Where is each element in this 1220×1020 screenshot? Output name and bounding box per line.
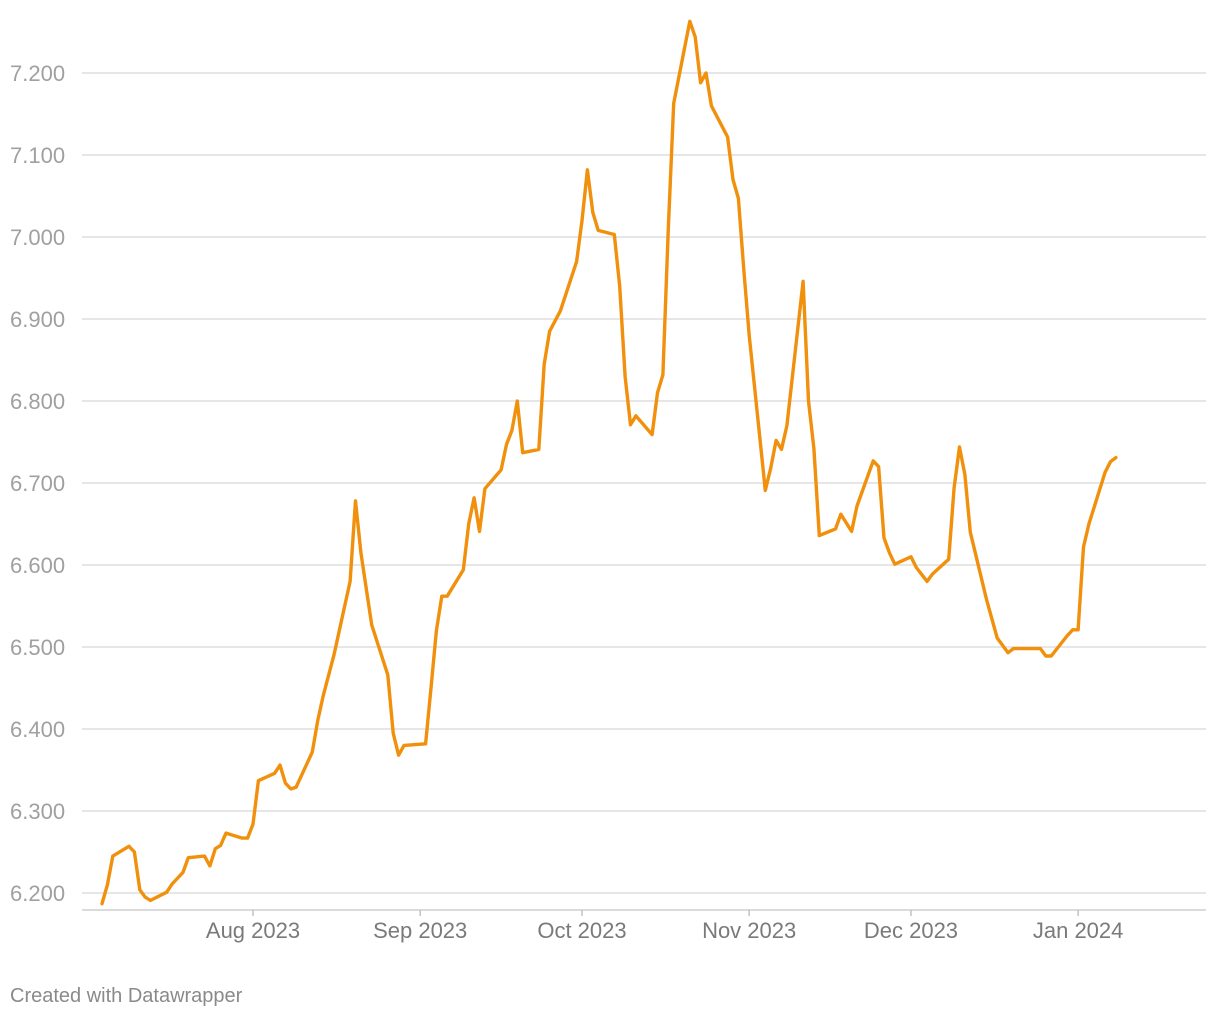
y-tick-label: 6.900	[10, 307, 65, 332]
x-axis: Aug 2023 Sep 2023 Oct 2023 Nov 2023 Dec 2023…	[82, 909, 1206, 943]
x-tick-label: Nov 2023	[702, 918, 796, 943]
credit-text: Created with Datawrapper	[10, 985, 243, 1007]
series-layer	[100, 19, 1118, 906]
y-tick-label: 6.600	[10, 553, 65, 578]
y-tick-label: 6.200	[10, 881, 65, 906]
y-tick-label: 6.400	[10, 717, 65, 742]
y-tick-label: 6.700	[10, 471, 65, 496]
series-line	[100, 19, 1118, 906]
y-tick-label: 7.200	[10, 61, 65, 86]
x-tick-label: Oct 2023	[537, 918, 626, 943]
y-tick-label: 7.100	[10, 143, 65, 168]
y-tick-label: 6.300	[10, 799, 65, 824]
x-tick-label: Dec 2023	[864, 918, 958, 943]
y-axis-tick-labels: 6.200 6.300 6.400 6.500 6.600 6.700 6.800 6.900…	[10, 61, 65, 906]
y-tick-label: 6.500	[10, 635, 65, 660]
x-tick-label: Jan 2024	[1033, 918, 1124, 943]
x-tick-label: Sep 2023	[373, 918, 467, 943]
y-tick-label: 7.000	[10, 225, 65, 250]
x-tick-label: Aug 2023	[206, 918, 300, 943]
y-tick-label: 6.800	[10, 389, 65, 414]
gridlines	[82, 72, 1206, 894]
